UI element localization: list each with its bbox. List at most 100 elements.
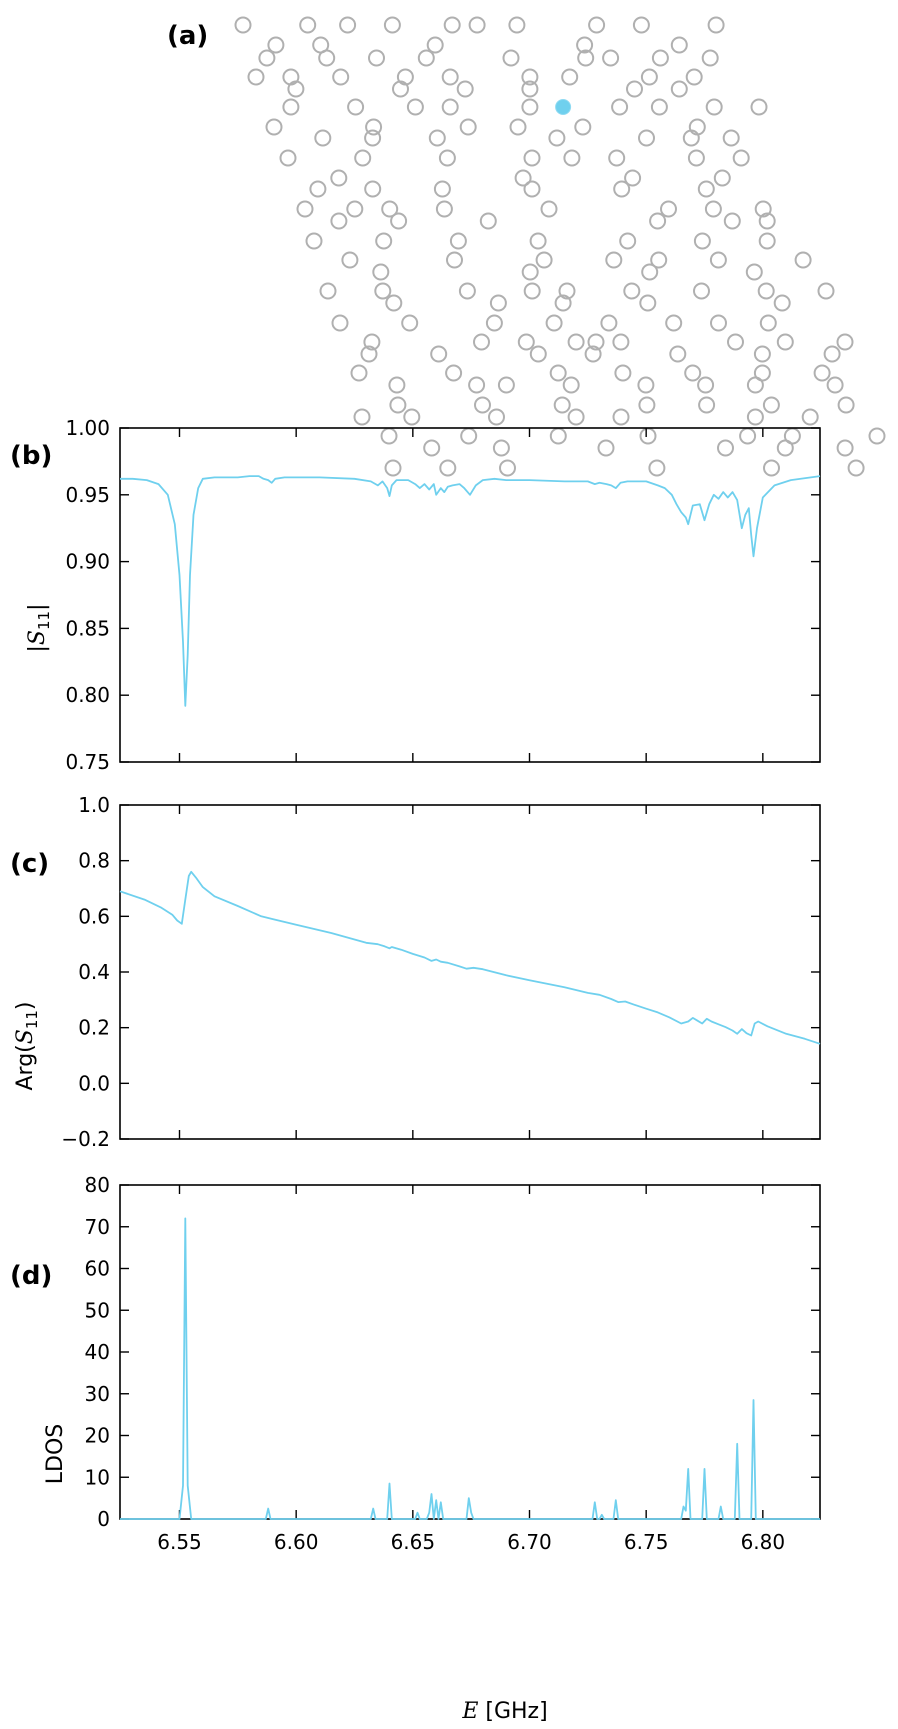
lattice-hole — [499, 459, 516, 477]
lattice-hole — [638, 396, 656, 414]
lattice-hole — [258, 49, 276, 67]
lattice-hole — [247, 68, 265, 86]
lattice-hole — [384, 459, 402, 477]
lattice-hole — [558, 282, 576, 300]
lattice-hole — [660, 200, 677, 218]
panel-b-frame — [119, 427, 821, 763]
panel-b-series-line — [120, 475, 821, 707]
lattice-hole — [439, 459, 457, 477]
lattice-hole — [665, 314, 683, 332]
panel-d-ytick-label: 60 — [85, 1257, 110, 1281]
lattice-diagram — [234, 16, 886, 477]
lattice-hole — [713, 169, 731, 187]
lattice-hole — [459, 118, 477, 136]
x-axis-label: E [GHz] — [461, 1699, 547, 1724]
lattice-hole — [639, 294, 657, 312]
lattice-hole — [754, 200, 772, 218]
lattice-hole — [587, 333, 605, 351]
lattice-hole — [626, 80, 643, 98]
lattice-hole — [314, 129, 332, 147]
lattice-hole — [265, 118, 283, 136]
lattice-hole — [445, 364, 463, 382]
lattice-hole — [492, 439, 510, 457]
lattice-hole — [753, 345, 771, 363]
panel-b-ylabel-bar-right: | — [25, 603, 50, 610]
lattice-hole — [441, 98, 459, 116]
lattice-hole — [279, 149, 297, 167]
lattice-hole — [705, 98, 723, 116]
lattice-hole — [732, 149, 750, 167]
lattice-hole — [669, 345, 687, 363]
lattice-hole — [332, 68, 350, 86]
panel-d-ytick-label: 10 — [85, 1465, 110, 1489]
panel-b-chart: (b) |S11| 0.750.800.850.900.951.00 — [10, 416, 821, 774]
lattice-hole — [682, 129, 700, 147]
panel-d-ytick-label: 80 — [85, 1173, 110, 1197]
lattice-hole — [347, 98, 365, 116]
lattice-hole — [727, 333, 744, 351]
lattice-hole — [521, 263, 539, 281]
lattice-hole — [406, 98, 424, 116]
lattice-hole — [687, 149, 705, 167]
lattice-hole — [685, 68, 703, 86]
lattice-hole — [360, 345, 378, 363]
panel-b-ytick-label: 0.80 — [65, 683, 110, 707]
lattice-hole — [403, 408, 421, 426]
lattice-hole — [562, 376, 580, 394]
lattice-hole — [319, 282, 337, 300]
lattice-hole — [430, 345, 448, 363]
x-tick-label: 6.80 — [741, 1530, 786, 1554]
x-tick-label: 6.75 — [624, 1530, 669, 1554]
lattice-hole — [588, 16, 606, 34]
lattice-hole — [509, 118, 527, 136]
panel-d-ytick-label: 20 — [85, 1424, 110, 1448]
lattice-hole — [651, 49, 669, 67]
lattice-hole — [364, 129, 382, 147]
lattice-hole — [723, 212, 741, 230]
panel-c-ylabel-sub: 11 — [23, 1010, 41, 1029]
lattice-hole — [561, 68, 579, 86]
panel-d-ylabel: LDOS — [43, 1424, 68, 1484]
lattice-hole — [523, 282, 541, 300]
lattice-hole — [826, 376, 844, 394]
lattice-hole — [529, 232, 547, 250]
lattice-hole — [521, 68, 539, 86]
lattice-hole — [521, 80, 539, 98]
x-tick-label: 6.55 — [157, 1530, 202, 1554]
lattice-hole — [372, 263, 390, 281]
lattice-hole — [423, 439, 441, 457]
panel-d-label: (d) — [10, 1261, 52, 1291]
lattice-hole — [553, 396, 571, 414]
lattice-hole — [717, 439, 734, 457]
panel-c-ylabel-close: ) — [13, 1001, 38, 1010]
panel-c-ytick-label: 1.0 — [78, 793, 110, 817]
panel-c-ytick-label: 0.0 — [78, 1071, 110, 1095]
lattice-hole — [554, 294, 572, 312]
lattice-hole — [545, 314, 563, 332]
antenna-position-marker — [555, 99, 572, 115]
panel-b-ytick-label: 0.75 — [65, 750, 110, 774]
lattice-hole — [612, 408, 630, 426]
lattice-hole — [584, 345, 602, 363]
lattice-hole — [704, 200, 722, 218]
lattice-hole — [776, 333, 794, 351]
panel-c-series-line — [119, 870, 821, 1045]
lattice-hole — [385, 294, 403, 312]
lattice-hole — [576, 36, 594, 54]
lattice-hole — [282, 98, 300, 116]
lattice-hole — [428, 129, 446, 147]
lattice-hole — [750, 98, 768, 116]
lattice-hole — [508, 16, 526, 34]
lattice-hole — [710, 314, 727, 332]
lattice-hole — [438, 149, 456, 167]
lattice-hole — [521, 98, 539, 116]
lattice-hole — [847, 459, 865, 477]
lattice-hole — [468, 376, 486, 394]
panel-c-label: (c) — [10, 849, 49, 879]
lattice-hole — [458, 282, 476, 300]
lattice-hole — [613, 180, 631, 198]
lattice-hole — [823, 345, 841, 363]
lattice-hole — [836, 439, 854, 457]
panel-c-ylabel-s: S — [13, 1029, 38, 1044]
lattice-hole — [614, 364, 632, 382]
